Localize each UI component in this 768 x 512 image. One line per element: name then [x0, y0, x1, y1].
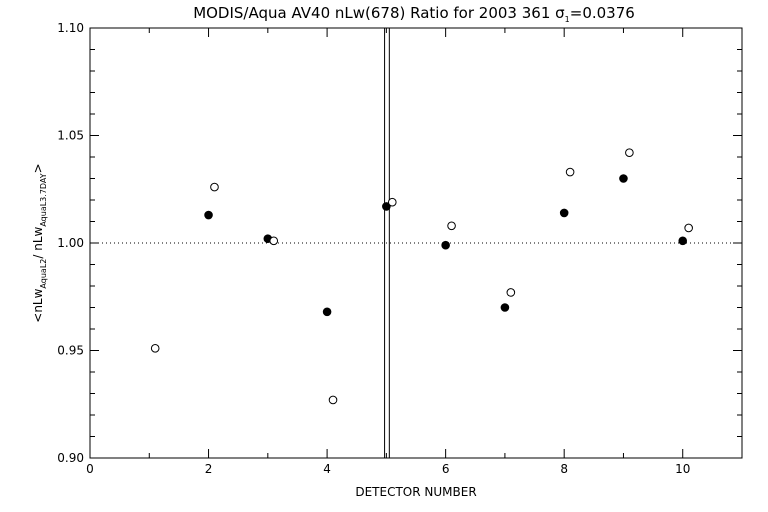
x-tick-label: 10: [675, 462, 690, 476]
y-tick-label: 0.90: [57, 451, 84, 465]
data-point-open: [625, 148, 634, 157]
x-axis-label: DETECTOR NUMBER: [355, 485, 476, 499]
data-point-open: [387, 197, 397, 207]
plot-frame: [89, 27, 743, 459]
y-tick-label: 0.95: [57, 344, 84, 358]
y-tick-label: 1.10: [57, 21, 84, 35]
data-point-open: [565, 167, 575, 177]
data-point-open: [328, 395, 338, 405]
chart-title: MODIS/Aqua AV40 nLw(678) Ratio for 2003 …: [193, 4, 635, 24]
y-tick-label: 1.05: [57, 129, 84, 143]
data-point-open: [684, 223, 693, 233]
data-point-filled: [559, 208, 569, 218]
y-tick-label: 1.00: [57, 236, 84, 250]
x-tick-label: 2: [205, 462, 213, 476]
y-axis-label: <nLwAquaL2/ nLwAquaL3.7DAY>: [31, 163, 48, 322]
data-point-open: [269, 236, 279, 246]
data-point-filled: [382, 202, 391, 211]
data-point-filled: [322, 307, 332, 317]
x-tick-label: 0: [86, 462, 94, 476]
data-point-open: [150, 344, 160, 353]
data-point-filled: [619, 174, 628, 183]
data-point-filled: [678, 236, 688, 246]
data-point-filled: [441, 240, 450, 250]
data-point-open: [210, 182, 219, 192]
data-point-filled: [204, 210, 213, 220]
x-tick-label: 6: [442, 462, 450, 476]
data-point-filled: [500, 303, 510, 312]
data-point-open: [506, 288, 516, 297]
x-tick-label: 4: [323, 462, 331, 476]
data-point-open: [447, 221, 456, 231]
x-tick-label: 8: [560, 462, 568, 476]
plot-area: 0 2 4 6 8 10 0.90 0.95 1.00 1.05 1.10: [57, 21, 743, 476]
